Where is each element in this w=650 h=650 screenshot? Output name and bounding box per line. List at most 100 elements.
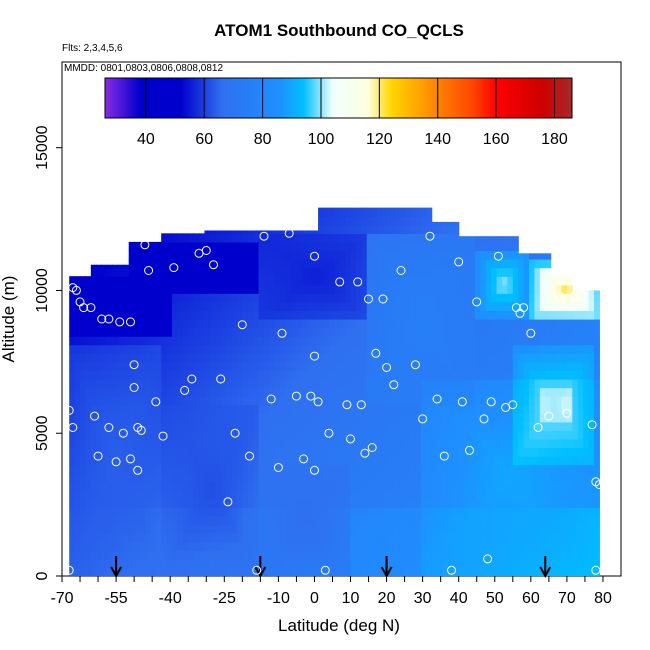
heatmap-cell <box>345 250 352 260</box>
heatmap-cell <box>285 550 292 560</box>
heatmap-cell <box>318 250 325 260</box>
x-tick-label: 0 <box>310 590 319 607</box>
flight-sample-point <box>493 251 503 261</box>
heatmap-cell <box>90 490 97 500</box>
heatmap-cell <box>74 541 81 551</box>
heatmap-cell <box>318 259 325 269</box>
heatmap-cell <box>523 550 530 560</box>
heatmap-cell <box>512 327 519 337</box>
heatmap-cell <box>529 413 536 423</box>
heatmap-cell <box>491 533 498 543</box>
heatmap-cell <box>193 438 200 449</box>
heatmap-cell <box>512 344 519 354</box>
heatmap-cell <box>583 524 590 534</box>
heatmap-cell <box>442 221 449 226</box>
heatmap-cell <box>85 498 92 509</box>
heatmap-cell <box>296 396 303 406</box>
heatmap-cell <box>188 567 195 576</box>
heatmap-cell <box>199 241 206 252</box>
heatmap-cell <box>485 430 492 440</box>
heatmap-cell <box>166 310 173 320</box>
heatmap-cell <box>247 336 254 346</box>
heatmap-cell <box>464 370 471 380</box>
heatmap-cell <box>437 464 444 474</box>
heatmap-cell <box>501 533 508 543</box>
heatmap-cell <box>361 284 368 294</box>
heatmap-cell <box>166 336 173 346</box>
heatmap-cell <box>561 413 568 423</box>
heatmap-cell <box>328 319 335 329</box>
heatmap-cell <box>144 430 151 440</box>
heatmap-cell <box>172 541 179 551</box>
heatmap-cell <box>226 533 233 543</box>
heatmap-cell <box>90 524 97 534</box>
heatmap-cell <box>117 516 124 526</box>
heatmap-cell <box>350 319 357 329</box>
heatmap-cell <box>556 533 563 543</box>
heatmap-cell <box>117 404 124 414</box>
heatmap-cell <box>301 447 308 457</box>
heatmap-cell <box>420 456 427 466</box>
heatmap-cell <box>296 533 303 543</box>
heatmap-cell <box>453 438 460 449</box>
heatmap-cell <box>242 301 249 312</box>
heatmap-cell <box>507 353 514 363</box>
heatmap-cell <box>177 370 184 380</box>
heatmap-cell <box>372 464 379 474</box>
heatmap-cell <box>226 396 233 406</box>
heatmap-cell <box>312 301 319 312</box>
heatmap-cell <box>204 498 211 509</box>
heatmap-cell <box>193 413 200 423</box>
heatmap-cell <box>150 336 157 346</box>
heatmap-cell <box>307 319 314 329</box>
heatmap-cell <box>388 378 395 389</box>
heatmap-cell <box>350 447 357 457</box>
heatmap-cell <box>588 353 595 363</box>
heatmap-cell <box>437 413 444 423</box>
heatmap-cell <box>101 558 108 569</box>
heatmap-cell <box>307 327 314 337</box>
colorbar-tick-label: 180 <box>541 131 568 148</box>
heatmap-cell <box>215 301 222 312</box>
heatmap-cell <box>437 241 444 252</box>
heatmap-cell <box>534 387 541 397</box>
heatmap-cell <box>583 473 590 483</box>
heatmap-cell <box>512 250 519 260</box>
heatmap-cell <box>572 524 579 534</box>
heatmap-cell <box>372 421 379 431</box>
heatmap-cell <box>572 421 579 431</box>
heatmap-cell <box>253 490 260 500</box>
heatmap-cell <box>150 507 157 517</box>
heatmap-cell <box>382 421 389 431</box>
heatmap-cell <box>399 387 406 397</box>
heatmap-cell <box>74 438 81 449</box>
heatmap-cell <box>182 344 189 354</box>
heatmap-cell <box>128 241 135 252</box>
heatmap-cell <box>161 396 168 406</box>
heatmap-cell <box>588 438 595 449</box>
heatmap-cell <box>323 370 330 380</box>
heatmap-cell <box>415 207 422 217</box>
heatmap-cell <box>399 524 406 534</box>
heatmap-cell <box>350 216 357 226</box>
heatmap-cell <box>361 224 368 234</box>
flight-sample-point <box>425 231 435 241</box>
heatmap-cell <box>512 319 519 329</box>
heatmap-cell <box>128 473 135 483</box>
heatmap-cell <box>377 456 384 466</box>
heatmap-cell <box>350 430 357 440</box>
heatmap-cell <box>345 241 352 252</box>
heatmap-cell <box>242 516 249 526</box>
heatmap-cell <box>139 438 146 449</box>
heatmap-cell <box>328 310 335 320</box>
heatmap-cell <box>480 507 487 517</box>
heatmap-cell <box>388 276 395 286</box>
heatmap-cell <box>334 344 341 354</box>
heatmap-cell <box>539 541 546 551</box>
heatmap-cell <box>372 490 379 500</box>
heatmap-cell <box>134 293 141 303</box>
heatmap-cell <box>263 413 270 423</box>
heatmap-cell <box>182 558 189 569</box>
heatmap-cell <box>361 241 368 252</box>
heatmap-cell <box>534 550 541 560</box>
